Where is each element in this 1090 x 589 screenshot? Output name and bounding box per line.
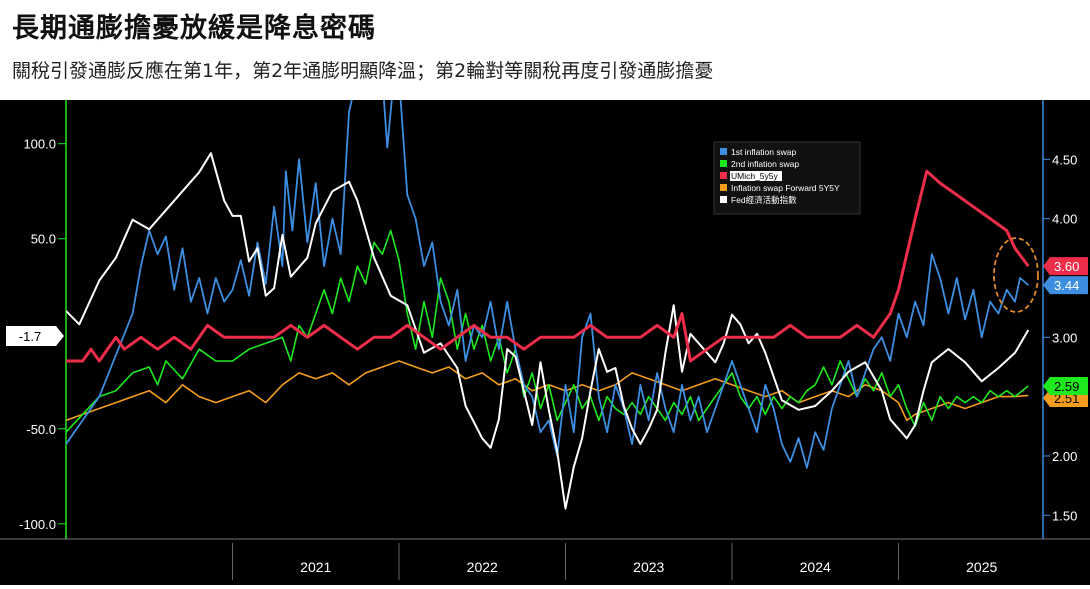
end-label-1st-inflation-swap: 3.44	[1043, 276, 1088, 295]
legend-label-3-bg	[730, 171, 782, 181]
legend-swatch-5	[720, 196, 727, 203]
end-label-tag	[1043, 376, 1088, 395]
end-label-text: 3.60	[1054, 259, 1079, 274]
series-line-inflation-swap-forward-5y5y	[66, 360, 1029, 422]
left-current-tag: -1.7	[6, 326, 64, 346]
right-tick-label: 2.00	[1052, 449, 1077, 464]
series-line-fed-	[66, 152, 1030, 510]
highlight-ellipse	[993, 237, 1039, 313]
left-tick-label: 50.0	[31, 232, 56, 247]
x-tick-label: 2025	[966, 559, 997, 575]
left-tick-label: 100.0	[23, 137, 56, 152]
left-axis-ticks: 100.0 50.0 -50.0 -100.0	[19, 137, 66, 532]
x-axis-ticks: 2021 2022 2023 2024 2025	[231, 543, 998, 580]
legend-label-3: UMich_5y5y	[731, 171, 779, 181]
page-title: 長期通膨擔憂放緩是降息密碼	[12, 13, 376, 44]
legend-swatch-3	[720, 172, 727, 179]
legend-swatch-4	[720, 184, 727, 191]
legend-label-5: Fed經濟活動指數	[731, 195, 797, 205]
end-label-2nd-inflation-swap: 2.59	[1043, 376, 1088, 395]
legend-label-4: Inflation swap Forward 5Y5Y	[731, 183, 840, 193]
end-labels: 2.512.593.443.60	[1043, 257, 1088, 407]
right-axis-ticks: 4.50 4.00 3.00 2.00 1.50	[1043, 152, 1077, 523]
legend-swatch-2	[720, 160, 727, 167]
right-tick-label: 1.50	[1052, 508, 1077, 523]
right-tick-label: 4.50	[1052, 152, 1077, 167]
right-tick-label: 4.00	[1052, 212, 1077, 227]
legend-label-1: 1st inflation swap	[731, 147, 796, 157]
end-label-text: 2.59	[1054, 379, 1079, 394]
legend-label-2: 2nd inflation swap	[731, 159, 799, 169]
series-layer	[66, 100, 1030, 510]
x-tick-label: 2022	[467, 559, 498, 575]
chart-svg: 100.0 50.0 -50.0 -100.0 4.50 4.00 3.00 2.00 1.5…	[0, 100, 1090, 580]
page-subtitle: 關稅引發通膨反應在第1年，第2年通膨明顯降溫；第2輪對等關稅再度引發通膨擔憂	[12, 60, 714, 82]
right-tick-label: 3.00	[1052, 330, 1077, 345]
legend-swatch-1	[720, 148, 727, 155]
series-line-2nd-inflation-swap	[66, 229, 1029, 433]
legend: 1st inflation swap 2nd inflation swap UM…	[713, 141, 861, 215]
x-tick-label: 2024	[800, 559, 831, 575]
x-tick-label: 2023	[633, 559, 664, 575]
x-tick-label: 2021	[300, 559, 331, 575]
left-current-label: -1.7	[19, 329, 41, 344]
end-label-umich-5y5y: 3.60	[1043, 257, 1088, 276]
series-line-umich-5y5y	[66, 169, 1030, 363]
end-label-text: 3.44	[1054, 278, 1079, 293]
end-label-tag	[1043, 276, 1088, 295]
end-label-tag	[1043, 257, 1088, 276]
chart-panel: 100.0 50.0 -50.0 -100.0 4.50 4.00 3.00 2.00 1.5…	[0, 100, 1090, 585]
left-tick-label: -100.0	[19, 517, 56, 532]
left-tick-label: -50.0	[26, 422, 56, 437]
